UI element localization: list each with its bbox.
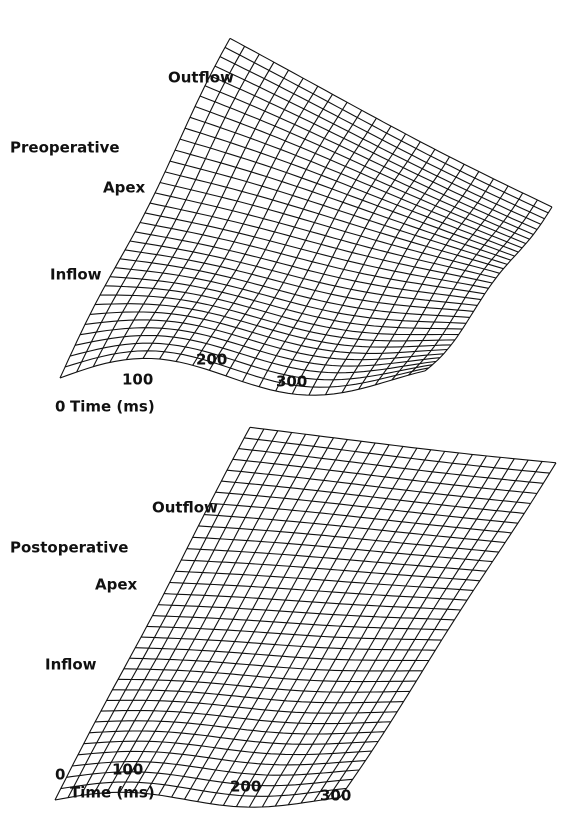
- mesh-line: [174, 149, 512, 261]
- mesh-line: [64, 350, 429, 388]
- mesh-line: [274, 455, 487, 807]
- mesh-line: [313, 459, 529, 802]
- mesh-line: [80, 430, 279, 796]
- condition-label: Preoperative: [10, 139, 120, 157]
- time-tick-label: 200: [196, 351, 227, 369]
- mesh-line: [225, 117, 377, 377]
- mesh-line: [308, 156, 450, 396]
- mesh-line: [197, 446, 404, 802]
- mesh-line: [129, 240, 478, 306]
- mesh-line: [54, 427, 251, 801]
- mesh-line: [374, 185, 509, 386]
- mesh-line: [339, 462, 557, 798]
- region-label: Outflow: [168, 69, 234, 87]
- mesh-line: [208, 110, 363, 371]
- mesh-line: [248, 452, 460, 808]
- time-tick-label: 300: [320, 787, 351, 805]
- mesh-line: [145, 439, 348, 794]
- mesh-line: [258, 133, 407, 388]
- region-label: Apex: [103, 179, 146, 197]
- time-tick-label: 0: [55, 398, 65, 416]
- mesh-line: [59, 38, 231, 379]
- mesh-line: [242, 125, 392, 382]
- condition-label: Postoperative: [10, 539, 128, 557]
- mesh-line: [159, 85, 319, 360]
- time-tick-label: 300: [276, 373, 307, 391]
- mesh-line: [175, 94, 333, 362]
- time-tick-label: 0: [55, 766, 65, 784]
- region-label: Outflow: [152, 499, 218, 517]
- mesh-line: [261, 454, 473, 808]
- time-tick-label: 200: [230, 778, 261, 796]
- mesh-line: [93, 432, 293, 795]
- mesh-line: [104, 285, 459, 336]
- mesh-line: [106, 433, 307, 793]
- mesh-line: [144, 212, 489, 289]
- mesh-line: [224, 46, 549, 214]
- region-label: Apex: [95, 576, 138, 594]
- mesh-line: [142, 77, 304, 359]
- mesh-line: [287, 457, 501, 806]
- axis-label: Time (ms): [70, 784, 155, 802]
- mesh-line: [132, 437, 334, 793]
- mesh-line: [229, 37, 553, 208]
- mesh-line: [184, 444, 390, 800]
- mesh-line: [199, 95, 530, 240]
- mesh-line: [119, 435, 320, 793]
- mesh-line: [341, 171, 480, 393]
- time-tick-label: 100: [122, 371, 153, 389]
- mesh-line: [95, 720, 385, 735]
- mesh-line: [171, 442, 376, 798]
- mesh-line: [192, 102, 348, 366]
- mesh-line: [124, 249, 474, 312]
- mesh-line: [424, 206, 553, 372]
- mesh-line: [92, 53, 260, 367]
- mesh-line: [325, 163, 465, 396]
- mesh-line: [214, 65, 542, 225]
- mesh-line: [300, 458, 515, 804]
- mesh-line: [109, 61, 275, 363]
- mesh-line: [275, 141, 421, 392]
- mesh-line: [125, 69, 289, 360]
- mesh-line: [235, 451, 446, 807]
- axis-label: Time (ms): [70, 398, 155, 416]
- mesh-line: [84, 319, 444, 361]
- mesh-line: [291, 149, 436, 395]
- region-label: Inflow: [45, 656, 97, 674]
- region-label: Inflow: [50, 266, 102, 284]
- mesh-line: [408, 199, 538, 376]
- mesh-line: [326, 461, 543, 800]
- mesh-line: [210, 447, 418, 804]
- mesh-line: [158, 441, 362, 796]
- mesh-line: [358, 178, 494, 390]
- time-tick-label: 100: [112, 761, 143, 779]
- mesh-line: [114, 267, 467, 324]
- mesh-line: [89, 730, 379, 745]
- mesh-line: [67, 428, 265, 798]
- mesh-line: [179, 138, 515, 257]
- mesh-line: [76, 46, 246, 373]
- mesh-line: [83, 740, 372, 756]
- mesh-line: [222, 449, 432, 806]
- mesh-line: [391, 192, 524, 381]
